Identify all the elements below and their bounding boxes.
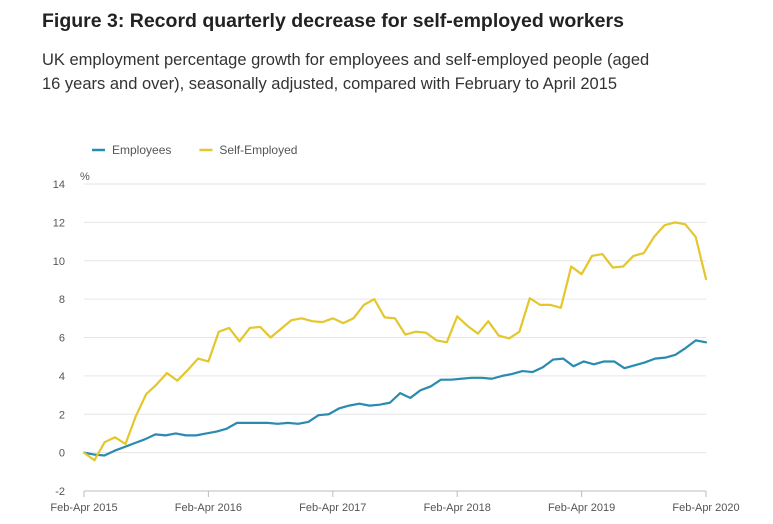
x-tick-label: Feb-Apr 2020 xyxy=(672,502,739,514)
y-tick-label: 0 xyxy=(59,448,65,460)
y-tick-label: -2 xyxy=(55,486,65,498)
legend: Employees Self-Employed xyxy=(92,143,297,157)
x-axis: Feb-Apr 2015 Feb-Apr 2016 Feb-Apr 2017 Feb-… xyxy=(50,491,740,514)
y-axis-ticks: 14 12 10 8 6 4 2 0 -2 xyxy=(53,179,65,498)
y-tick-label: 10 xyxy=(53,256,65,268)
y-axis-unit-label: % xyxy=(80,171,90,183)
y-tick-label: 6 xyxy=(59,333,65,345)
chart-title: Figure 3: Record quarterly decrease for … xyxy=(42,10,624,32)
series-lines xyxy=(82,221,708,462)
legend-label-self-employed: Self-Employed xyxy=(219,143,297,157)
x-tick-label: Feb-Apr 2016 xyxy=(175,502,242,514)
x-tick-label: Feb-Apr 2017 xyxy=(299,502,366,514)
legend-label-employees: Employees xyxy=(112,143,171,157)
y-tick-label: 14 xyxy=(53,179,65,191)
x-tick-label: Feb-Apr 2015 xyxy=(50,502,117,514)
y-tick-label: 4 xyxy=(59,371,65,383)
x-tick-label: Feb-Apr 2019 xyxy=(548,502,615,514)
chart-subtitle: UK employment percentage growth for empl… xyxy=(42,51,650,93)
y-tick-label: 12 xyxy=(53,217,65,229)
series-line-employees xyxy=(82,339,708,457)
grid-lines xyxy=(84,183,706,492)
y-tick-label: 2 xyxy=(59,409,65,421)
y-tick-label: 8 xyxy=(59,294,65,306)
series-line-self-employed xyxy=(82,221,708,462)
x-tick-label: Feb-Apr 2018 xyxy=(424,502,491,514)
